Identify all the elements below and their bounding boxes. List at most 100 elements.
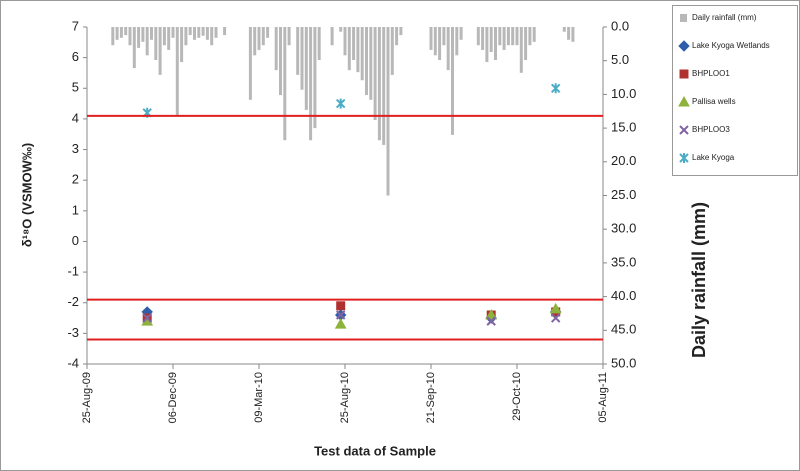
bar <box>111 27 115 46</box>
bar <box>511 27 515 46</box>
bar <box>283 27 287 141</box>
x-tick-label: 21-Sep-10 <box>425 372 437 423</box>
y-tick-label: 6 <box>72 49 79 64</box>
point <box>335 310 346 320</box>
y-tick-label: -3 <box>67 325 79 340</box>
bar <box>184 27 188 46</box>
x-tick-label: 09-Mar-10 <box>253 372 265 423</box>
y2-tick-label: 45.0 <box>611 322 636 337</box>
y-tick-label: 1 <box>72 202 79 217</box>
point <box>550 313 561 323</box>
bar <box>481 27 485 50</box>
bar <box>433 27 437 56</box>
bar <box>377 27 381 141</box>
bar <box>115 27 119 40</box>
bar <box>132 27 136 69</box>
bar <box>162 27 166 46</box>
y2-tick-label: 5.0 <box>611 52 629 67</box>
y2-tick-label: 50.0 <box>611 355 636 370</box>
bar <box>476 27 480 46</box>
bar <box>309 27 313 141</box>
bar <box>386 27 390 196</box>
bar <box>339 27 343 32</box>
legend-marker <box>678 95 690 107</box>
x-tick-label: 25-Aug-09 <box>81 372 93 423</box>
bar <box>438 27 442 61</box>
bar <box>382 27 386 145</box>
bar <box>532 27 536 42</box>
bar <box>210 27 214 46</box>
x-tick-label: 06-Dec-09 <box>167 372 179 423</box>
bar <box>137 27 141 48</box>
bar <box>442 27 446 46</box>
bar <box>524 27 528 61</box>
bar <box>446 27 450 71</box>
legend-label: BHPLOO3 <box>692 125 730 134</box>
bar <box>300 27 304 90</box>
legend-marker <box>679 125 689 135</box>
point <box>334 318 347 329</box>
y-tick-label: 7 <box>72 18 79 33</box>
legend: Daily rainfall (mm) Lake Kyoga Wetlands BH… <box>678 13 770 163</box>
point <box>485 308 498 320</box>
y-tick-label: 2 <box>72 172 79 187</box>
bar <box>193 27 196 40</box>
point <box>549 302 562 314</box>
bar <box>330 27 334 46</box>
legend-marker <box>678 40 690 52</box>
bar <box>489 27 493 52</box>
legend-swatch <box>680 14 687 22</box>
y-tick-label: 3 <box>72 141 79 156</box>
bar <box>369 27 373 100</box>
bar <box>365 27 368 96</box>
bar <box>150 27 153 40</box>
bar <box>373 27 377 121</box>
point <box>486 316 496 326</box>
bar <box>455 27 459 56</box>
point <box>336 301 346 311</box>
bar <box>567 27 571 40</box>
bar <box>248 27 252 100</box>
bar <box>399 27 403 36</box>
legend-label: Daily rainfall (mm) <box>692 13 757 22</box>
bar <box>519 27 523 73</box>
x-tick-label: 05-Aug-11 <box>597 372 609 423</box>
bar <box>124 27 128 36</box>
bar <box>304 27 308 110</box>
bar <box>498 27 502 46</box>
x-axis-label: Test data of Sample <box>314 443 436 458</box>
y-tick-label: 0 <box>72 233 79 248</box>
x-tick-label: 25-Aug-10 <box>339 372 351 423</box>
y2-tick-label: 40.0 <box>611 288 636 303</box>
bar <box>261 27 265 46</box>
bar <box>180 27 184 63</box>
bar <box>188 27 192 36</box>
y2-tick-label: 30.0 <box>611 221 636 236</box>
bar <box>141 27 145 42</box>
y2-tick-label: 20.0 <box>611 153 636 168</box>
bar <box>515 27 519 46</box>
bar <box>154 27 158 61</box>
legend-label: Lake Kyoga <box>692 153 735 162</box>
y2-tick-label: 15.0 <box>611 120 636 135</box>
bar <box>343 27 347 56</box>
bar <box>175 27 179 116</box>
bar <box>214 27 218 38</box>
y2-tick-label: 10.0 <box>611 86 636 101</box>
bar <box>395 27 399 46</box>
bar <box>485 27 489 63</box>
bar <box>296 27 300 75</box>
y-tick-label: -4 <box>67 355 79 370</box>
bar <box>274 27 278 71</box>
bar <box>360 27 364 81</box>
legend-marker <box>679 153 689 163</box>
bar <box>201 27 205 36</box>
y2-axis-label: Daily rainfall (mm) <box>689 202 709 358</box>
bar <box>356 27 360 73</box>
legend-label: BHPLOO1 <box>692 69 730 78</box>
point <box>335 98 346 109</box>
bar <box>429 27 433 50</box>
bar <box>223 27 227 36</box>
y-tick-label: 4 <box>72 110 79 125</box>
